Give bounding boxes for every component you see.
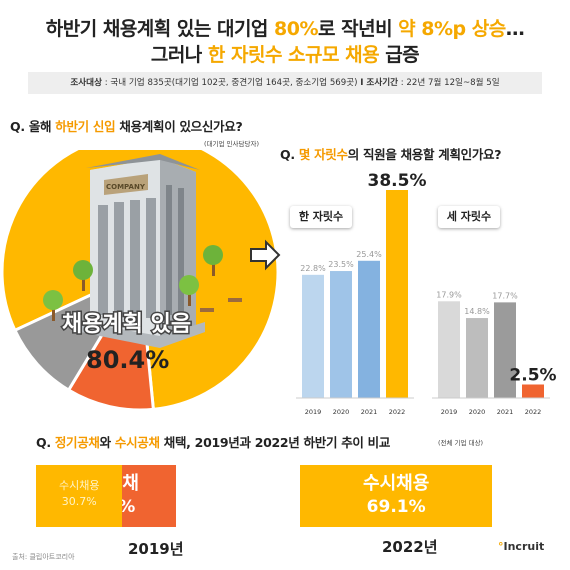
building-sign: COMPANY	[106, 183, 146, 191]
bar-value-label: 17.7%	[492, 291, 518, 300]
survey-info: 조사대상 : 국내 기업 835곳(대기업 102곳, 중견기업 164곳, 중…	[28, 72, 542, 94]
triple-digit-bars: 17.9% 2019 14.8% 2020 17.7% 2021 2.5% 2022	[432, 290, 557, 416]
title-text: 급증	[379, 44, 420, 66]
year-label-2022: 2022년	[382, 538, 438, 556]
logo-text: Incruit	[503, 540, 545, 553]
title-text: …	[505, 18, 525, 40]
q3-highlight: 정기공채	[54, 435, 100, 450]
title-line-1: 하반기 채용계획 있는 대기업 80%로 작년비 약 8%p 상승…	[0, 14, 570, 41]
title-text: 로 작년비	[318, 18, 399, 40]
trees-illustration	[43, 245, 242, 321]
bar-value-label: 17.9%	[436, 290, 462, 299]
bar-value-label: 23.5%	[328, 260, 354, 269]
year-label-2019: 2019년	[128, 540, 184, 558]
stack-segment-text: 수시채용 69.1%	[363, 465, 429, 517]
bar-tick-label: 2019	[441, 408, 458, 416]
q1-text: 채용계획이 있으신가요?	[115, 119, 243, 134]
bar-value-label: 2.5%	[509, 365, 556, 385]
digit-bar-charts: 22.8% 2019 23.5% 2020 25.4% 2021 38.5% 2022 17.…	[296, 171, 557, 416]
pie-main-label: 채용계획 있음	[60, 311, 192, 339]
title-text: 그러나	[150, 44, 208, 66]
bar-value-label: 14.8%	[464, 307, 490, 316]
stack-value-label: 30.7%	[61, 495, 97, 508]
title-highlight: 80%	[274, 18, 319, 40]
survey-period-label: 조사기간	[366, 78, 399, 88]
source-credit: 출처: 클립아트코리아	[12, 553, 75, 561]
q1-highlight: 하반기 신입	[55, 119, 116, 134]
survey-target-value: : 국내 기업 835곳(대기업 102곳, 중견기업 164곳, 중소기업 5…	[102, 78, 361, 88]
pie-slice-0	[0, 150, 280, 411]
bar-tick-label: 2020	[333, 408, 350, 416]
question-3: Q. 정기공채와 수시공채 채택, 2019년과 2022년 하반기 추이 비교	[36, 432, 390, 451]
survey-separator: I	[360, 78, 367, 88]
stack-category-label: 수시채용	[363, 473, 430, 494]
stack-segment-text: 수시채용 30.7%	[59, 465, 99, 508]
bar-tick-label: 2022	[525, 408, 542, 416]
survey-target-label: 조사대상	[70, 78, 102, 88]
bar-value-label: 22.8%	[300, 264, 326, 273]
stack-value-label: 69.1%	[366, 497, 426, 517]
arrow-right-icon	[250, 239, 281, 271]
single-digit-badge: 한 자릿수	[290, 206, 352, 228]
bar-2022	[386, 190, 408, 398]
bar-tick-label: 2022	[389, 408, 406, 416]
q3-highlight: 수시공채	[114, 435, 160, 450]
title-highlight: 약 8%p 상승	[398, 18, 506, 40]
bar-tick-label: 2021	[361, 408, 378, 416]
q2-text: 의 직원을 채용할 계획인가요?	[347, 147, 502, 162]
q1-note: (대기업 인사담당자)	[204, 140, 259, 148]
q3-note: (전체 기업 대상)	[438, 439, 484, 447]
bar-2019	[302, 274, 324, 398]
bar-tick-label: 2021	[497, 408, 514, 416]
bar-value-label: 38.5%	[368, 171, 427, 191]
q1-text: Q. 올해	[10, 119, 56, 134]
q3-text: 와	[99, 435, 115, 450]
bar-2020	[466, 318, 488, 398]
bar-tick-label: 2020	[469, 408, 486, 416]
q3-text: Q.	[36, 435, 55, 450]
title-text: 하반기 채용계획 있는 대기업	[45, 18, 275, 40]
q2-highlight: 몇 자릿수	[298, 147, 348, 162]
bar-2022	[522, 384, 544, 398]
triple-digit-badge: 세 자릿수	[438, 206, 500, 228]
bar-2021	[494, 302, 516, 398]
pie-chart: COMPANY	[0, 150, 280, 412]
bar-2019	[438, 301, 460, 398]
bar-2020	[330, 271, 352, 398]
survey-period-value: : 22년 7월 12일~8월 5일	[398, 78, 500, 88]
bar-value-label: 25.4%	[356, 250, 382, 259]
stack-category-label: 수시채용	[58, 479, 100, 492]
bar-2021	[358, 260, 380, 398]
q2-text: Q.	[280, 147, 299, 162]
stack-segment-수시채용: 수시채용 30.7%	[36, 465, 123, 527]
incruit-logo: °Incruit	[498, 540, 544, 553]
pie-main-value: 80.4%	[86, 346, 170, 374]
q3-text: 채택, 2019년과 2022년 하반기 추이 비교	[159, 435, 391, 450]
question-1: Q. 올해 하반기 신입 채용계획이 있으신가요?	[10, 116, 243, 135]
building-illustration: COMPANY	[80, 154, 205, 348]
title-highlight: 한 자릿수 소규모 채용	[207, 44, 380, 66]
logo-mark: °	[498, 540, 504, 553]
question-2: Q. 몇 자릿수의 직원을 채용할 계획인가요?	[280, 144, 502, 163]
single-digit-bars: 22.8% 2019 23.5% 2020 25.4% 2021 38.5% 2022	[296, 171, 426, 416]
stack-segment-수시채용: 수시채용 69.1%	[300, 465, 493, 527]
bar-tick-label: 2019	[305, 408, 322, 416]
title-line-2: 그러나 한 자릿수 소규모 채용 급증	[0, 40, 570, 67]
